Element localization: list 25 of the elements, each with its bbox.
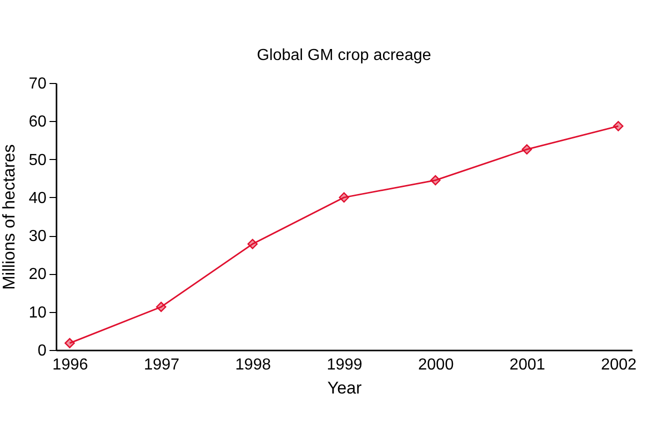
y-tick-label: 10 (28, 304, 47, 322)
x-tick-label: 2002 (600, 356, 637, 374)
x-tick-label: 2001 (510, 356, 546, 374)
y-tick-label: 70 (28, 76, 47, 92)
y-tick-label: 20 (28, 266, 47, 284)
x-tick-label: 1999 (326, 356, 362, 374)
y-tick-label: 0 (38, 342, 47, 360)
y-axis-title: Millions of hectares (0, 144, 19, 290)
point (156, 302, 166, 312)
chart-title: Global GM crop acreage (256, 47, 432, 64)
y-tick-label: 50 (28, 152, 47, 169)
point (522, 144, 532, 154)
point (613, 120, 624, 132)
point (64, 338, 75, 348)
y-tick-label: 40 (28, 190, 47, 207)
y-tick-label: 30 (28, 228, 47, 246)
x-tick-label: 2000 (418, 356, 454, 374)
x-tick-label: 1998 (235, 356, 271, 374)
point (247, 238, 258, 250)
y-tick-label: 60 (28, 114, 47, 131)
x-axis-title: Year (327, 378, 362, 398)
x-tick-label: 1997 (144, 356, 180, 374)
point (338, 192, 350, 203)
point (430, 175, 441, 186)
x-tick-label: 1996 (52, 356, 88, 374)
